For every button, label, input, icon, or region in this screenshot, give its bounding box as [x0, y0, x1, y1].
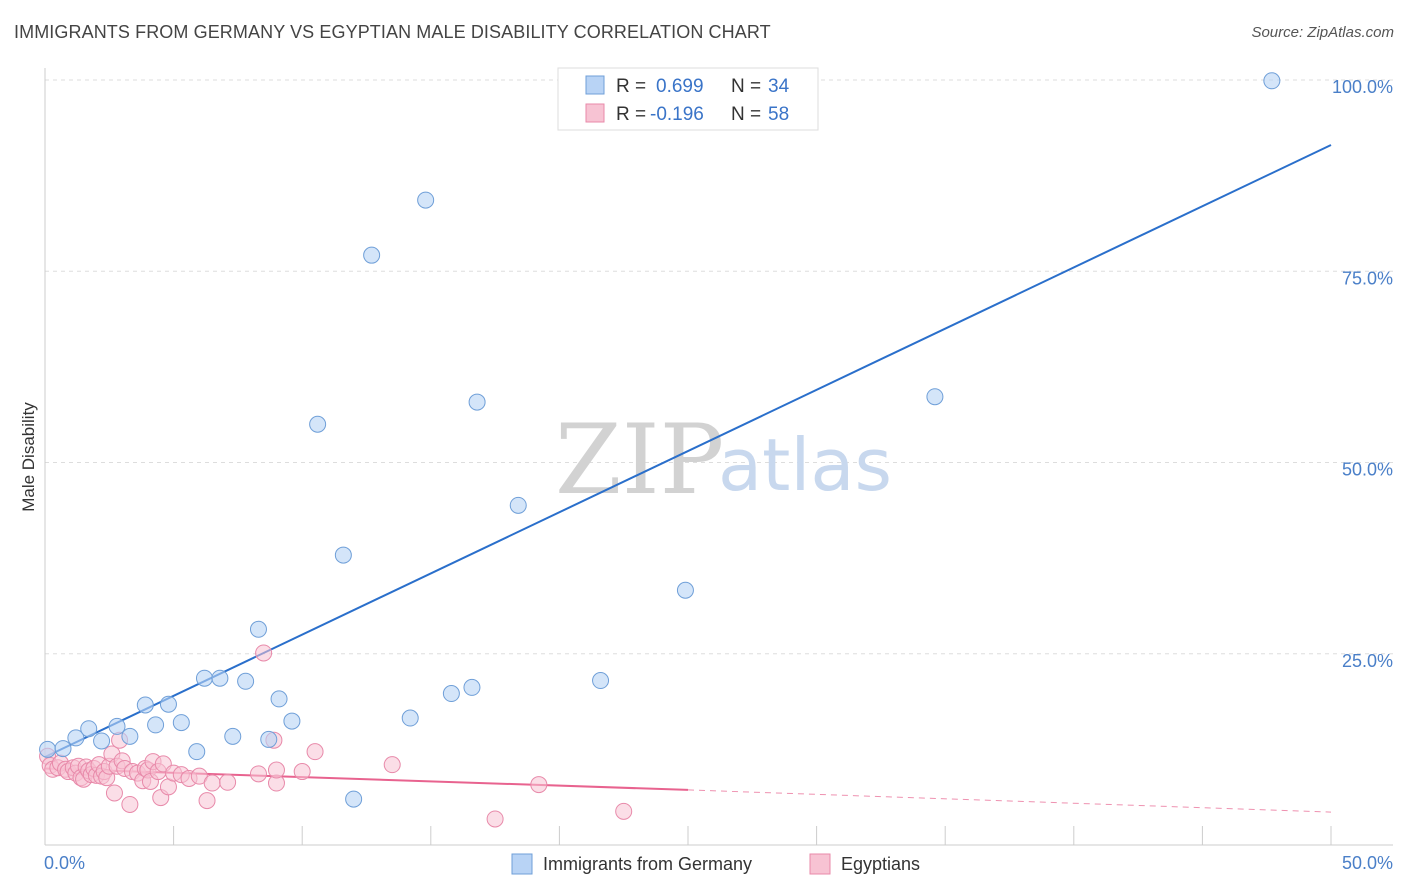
germany-point-29 [509, 496, 527, 514]
egyptians-point-53 [306, 743, 324, 761]
legend-n-label-germany: N = [731, 76, 761, 97]
legend-r-label-egyptians: R = [616, 104, 646, 125]
y-tick-label-2: 75.0% [1342, 268, 1393, 288]
germany-point-4 [93, 732, 111, 750]
germany-point-10 [172, 714, 190, 732]
germany-point-25 [417, 191, 435, 209]
germany-point-15 [237, 672, 255, 690]
bottom-legend-swatch-germany [511, 853, 533, 875]
egyptians-point-28 [121, 795, 139, 813]
germany-point-12 [195, 669, 213, 687]
egyptians-point-46 [219, 773, 237, 791]
germany-point-31 [676, 581, 694, 599]
egyptians-point-47 [249, 765, 267, 783]
y-tick-label-1: 50.0% [1342, 460, 1393, 480]
grid-layer [45, 79, 1393, 655]
legend-n-value-germany: 34 [768, 76, 790, 97]
egyptians-point-45 [203, 774, 221, 792]
series-legend: Immigrants from Germany Egyptians [511, 853, 920, 875]
germany-point-8 [147, 716, 165, 734]
germany-point-5 [108, 717, 126, 735]
germany-points [39, 72, 1281, 808]
germany-point-17 [260, 730, 278, 748]
germany-point-28 [468, 393, 486, 411]
germany-point-6 [121, 727, 139, 745]
egyptians-point-51 [267, 761, 285, 779]
germany-trendline [44, 144, 1332, 758]
bottom-legend-label-egyptians: Egyptians [841, 854, 920, 874]
germany-point-22 [345, 790, 363, 808]
germany-point-0 [39, 740, 57, 758]
germany-point-18 [270, 690, 288, 708]
germany-point-11 [188, 743, 206, 761]
bottom-legend-label-germany: Immigrants from Germany [543, 854, 752, 874]
germany-point-21 [334, 546, 352, 564]
germany-point-27 [463, 678, 481, 696]
germany-point-30 [592, 672, 610, 690]
legend-n-label-egyptians: N = [731, 104, 761, 125]
legend-swatch-germany [585, 75, 605, 95]
germany-point-13 [211, 669, 229, 687]
watermark: ZIP atlas [555, 404, 892, 516]
legend-r-value-egyptians: -0.196 [650, 104, 704, 125]
x-tick-label-max: 50.0% [1342, 853, 1393, 873]
legend-n-value-egyptians: 58 [768, 104, 789, 125]
legend-swatch-egyptians [585, 103, 605, 123]
germany-point-3 [80, 720, 98, 738]
legend-r-label-germany: R = [616, 76, 646, 97]
germany-point-20 [309, 415, 327, 433]
germany-point-24 [401, 709, 419, 727]
egyptians-point-56 [530, 776, 548, 794]
germany-point-32 [926, 388, 944, 406]
chart-title: IMMIGRANTS FROM GERMANY VS EGYPTIAN MALE… [14, 22, 771, 42]
germany-point-1 [54, 740, 72, 758]
y-tick-label-3: 100.0% [1332, 77, 1393, 97]
source-credit: Source: ZipAtlas.com [1251, 24, 1394, 41]
germany-point-19 [283, 712, 301, 730]
bottom-legend-swatch-egyptians [809, 853, 831, 875]
correlation-legend: R = 0.699 N = 34 R = -0.196 N = 58 [557, 67, 819, 131]
legend-r-value-germany: 0.699 [656, 76, 704, 97]
egyptians-point-54 [383, 756, 401, 774]
germany-point-16 [249, 620, 267, 638]
y-tick-labels: 25.0% 50.0% 75.0% 100.0% [1332, 77, 1393, 671]
germany-point-7 [136, 696, 154, 714]
egyptians-trendline-extension [687, 789, 1332, 813]
egyptians-point-55 [486, 810, 504, 828]
egyptians-point-44 [198, 792, 216, 810]
y-axis-label: Male Disability [19, 402, 38, 512]
germany-point-23 [363, 246, 381, 264]
x-tick-label-min: 0.0% [44, 853, 85, 873]
germany-point-9 [159, 695, 177, 713]
egyptians-point-57 [615, 802, 633, 820]
axes-layer [44, 68, 1393, 846]
germany-point-2 [67, 729, 85, 747]
egyptians-point-23 [105, 784, 123, 802]
watermark-atlas: atlas [718, 423, 892, 507]
egyptians-point-52 [293, 763, 311, 781]
germany-point-26 [442, 685, 460, 703]
y-tick-label-0: 25.0% [1342, 651, 1393, 671]
germany-point-14 [224, 727, 242, 745]
watermark-zip: ZIP [555, 404, 724, 516]
egyptians-point-48 [255, 644, 273, 662]
germany-point-33 [1263, 72, 1281, 90]
